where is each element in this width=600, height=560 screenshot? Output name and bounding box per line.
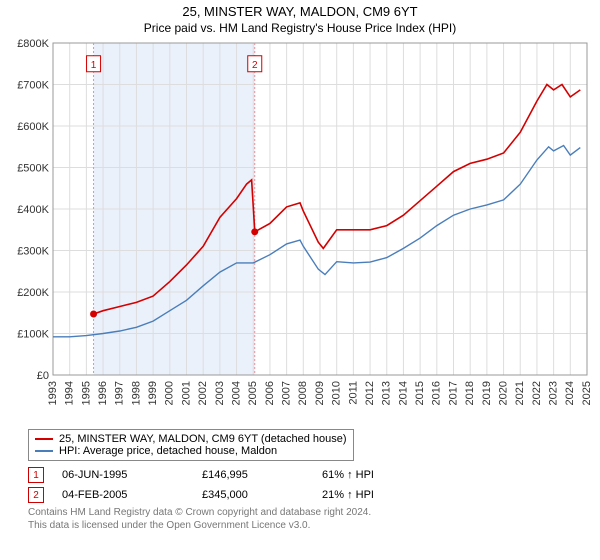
svg-text:2021: 2021 [514, 381, 526, 405]
svg-text:2019: 2019 [481, 381, 493, 405]
svg-text:£400K: £400K [17, 204, 49, 216]
legend-swatch [35, 450, 53, 452]
svg-text:2007: 2007 [281, 381, 293, 405]
svg-text:2010: 2010 [331, 381, 343, 405]
svg-text:2002: 2002 [197, 381, 209, 405]
svg-text:2012: 2012 [364, 381, 376, 405]
svg-text:£700K: £700K [17, 80, 49, 92]
tx-price: £345,000 [202, 489, 322, 501]
svg-text:2024: 2024 [564, 381, 576, 405]
svg-text:1999: 1999 [147, 381, 159, 405]
svg-text:2003: 2003 [214, 381, 226, 405]
transaction-table: 1 06-JUN-1995 £146,995 61% ↑ HPI 2 04-FE… [28, 467, 582, 503]
svg-text:2018: 2018 [464, 381, 476, 405]
tx-marker-icon: 2 [28, 487, 44, 503]
svg-text:2016: 2016 [431, 381, 443, 405]
svg-text:1995: 1995 [80, 381, 92, 405]
svg-text:2013: 2013 [381, 381, 393, 405]
svg-text:2001: 2001 [180, 381, 192, 405]
legend-item: 25, MINSTER WAY, MALDON, CM9 6YT (detach… [35, 433, 347, 445]
svg-text:£300K: £300K [17, 246, 49, 258]
legend-item: HPI: Average price, detached house, Mald… [35, 445, 347, 457]
copyright-line: This data is licensed under the Open Gov… [28, 520, 582, 533]
svg-text:2011: 2011 [347, 381, 359, 405]
svg-text:2025: 2025 [581, 381, 593, 405]
svg-text:1996: 1996 [97, 381, 109, 405]
svg-text:2023: 2023 [548, 381, 560, 405]
copyright-line: Contains HM Land Registry data © Crown c… [28, 507, 582, 520]
svg-text:£200K: £200K [17, 287, 49, 299]
page-title: 25, MINSTER WAY, MALDON, CM9 6YT [0, 4, 600, 19]
tx-marker-icon: 1 [28, 467, 44, 483]
svg-text:£0: £0 [37, 370, 49, 382]
svg-text:2004: 2004 [230, 381, 242, 405]
svg-text:2017: 2017 [447, 381, 459, 405]
tx-date: 04-FEB-2005 [62, 489, 202, 501]
page-subtitle: Price paid vs. HM Land Registry's House … [0, 21, 600, 35]
svg-text:£100K: £100K [17, 329, 49, 341]
copyright: Contains HM Land Registry data © Crown c… [28, 507, 582, 532]
svg-text:2006: 2006 [264, 381, 276, 405]
svg-text:£600K: £600K [17, 121, 49, 133]
svg-text:2020: 2020 [497, 381, 509, 405]
svg-text:2008: 2008 [297, 381, 309, 405]
svg-text:1993: 1993 [47, 381, 59, 405]
tx-price: £146,995 [202, 469, 322, 481]
svg-text:1: 1 [91, 60, 97, 71]
svg-text:2014: 2014 [397, 381, 409, 405]
svg-text:2009: 2009 [314, 381, 326, 405]
legend: 25, MINSTER WAY, MALDON, CM9 6YT (detach… [28, 429, 354, 461]
legend-swatch [35, 438, 53, 440]
svg-text:2000: 2000 [164, 381, 176, 405]
legend-label: HPI: Average price, detached house, Mald… [59, 445, 277, 457]
table-row: 1 06-JUN-1995 £146,995 61% ↑ HPI [28, 467, 582, 483]
svg-text:£500K: £500K [17, 163, 49, 175]
svg-text:2015: 2015 [414, 381, 426, 405]
price-chart: £0 £100K £200K £300K £400K £500K £600K £700K £80… [5, 35, 595, 425]
svg-text:1994: 1994 [64, 381, 76, 405]
svg-text:2022: 2022 [531, 381, 543, 405]
svg-text:£800K: £800K [17, 38, 49, 50]
tx-diff: 21% ↑ HPI [322, 489, 442, 501]
tx-date: 06-JUN-1995 [62, 469, 202, 481]
svg-text:2005: 2005 [247, 381, 259, 405]
table-row: 2 04-FEB-2005 £345,000 21% ↑ HPI [28, 487, 582, 503]
svg-text:2: 2 [252, 60, 258, 71]
tx-diff: 61% ↑ HPI [322, 469, 442, 481]
svg-text:1997: 1997 [114, 381, 126, 405]
legend-label: 25, MINSTER WAY, MALDON, CM9 6YT (detach… [59, 433, 347, 445]
svg-text:1998: 1998 [130, 381, 142, 405]
